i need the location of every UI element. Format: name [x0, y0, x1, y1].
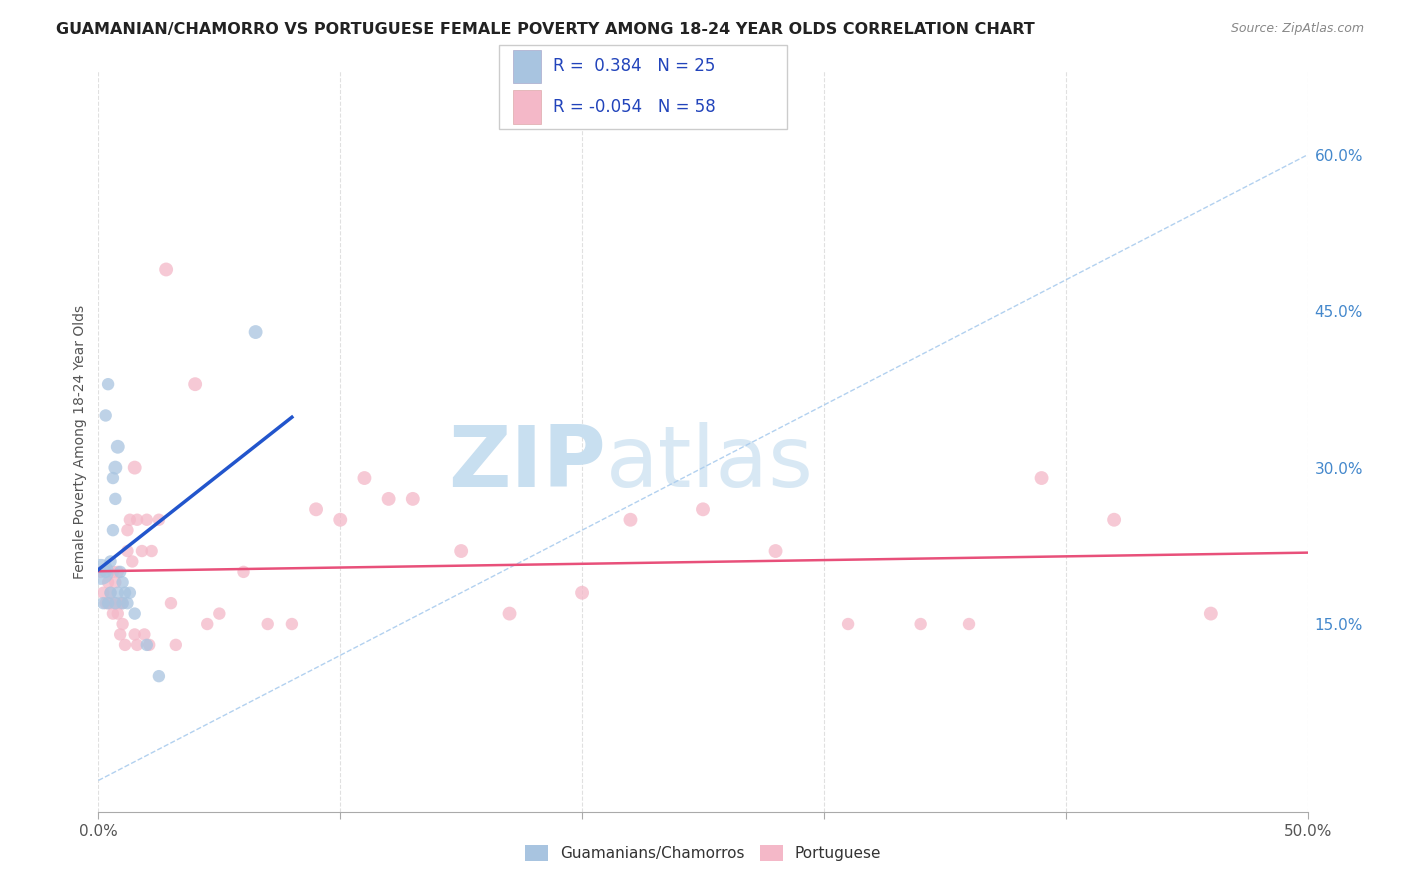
Point — [837, 617, 859, 632]
Point — [90, 565, 112, 579]
Point — [114, 586, 136, 600]
Point — [94, 596, 117, 610]
Point — [141, 544, 163, 558]
Point — [305, 502, 328, 516]
Point — [108, 627, 131, 641]
Point — [450, 544, 472, 558]
Point — [91, 586, 114, 600]
Point — [100, 596, 122, 610]
Point — [135, 513, 157, 527]
Point — [571, 586, 593, 600]
Point — [765, 544, 787, 558]
Point — [184, 377, 207, 392]
Point — [101, 607, 124, 621]
Point — [111, 596, 134, 610]
Point — [111, 575, 134, 590]
Point — [256, 617, 278, 632]
Point — [232, 565, 254, 579]
Point — [498, 607, 520, 621]
Point — [134, 627, 156, 641]
Point — [118, 586, 141, 600]
Text: Source: ZipAtlas.com: Source: ZipAtlas.com — [1230, 22, 1364, 36]
Point — [107, 440, 129, 454]
Point — [104, 491, 127, 506]
Point — [111, 617, 134, 632]
Point — [97, 575, 120, 590]
Point — [1199, 607, 1222, 621]
Point — [101, 471, 124, 485]
Point — [91, 596, 114, 610]
Point — [97, 596, 120, 610]
Point — [101, 523, 124, 537]
Point — [124, 460, 146, 475]
Point — [104, 460, 127, 475]
Point — [135, 638, 157, 652]
Text: R =  0.384   N = 25: R = 0.384 N = 25 — [553, 57, 714, 76]
Point — [97, 596, 120, 610]
Point — [121, 554, 143, 568]
Point — [100, 586, 122, 600]
Point — [692, 502, 714, 516]
Point — [160, 596, 183, 610]
Point — [377, 491, 399, 506]
Point — [108, 596, 131, 610]
Point — [107, 607, 129, 621]
Point — [94, 565, 117, 579]
Point — [101, 565, 124, 579]
Point — [148, 669, 170, 683]
Y-axis label: Female Poverty Among 18-24 Year Olds: Female Poverty Among 18-24 Year Olds — [73, 304, 87, 579]
Text: ZIP: ZIP — [449, 422, 606, 505]
Point — [127, 638, 149, 652]
Point — [910, 617, 932, 632]
Point — [111, 596, 134, 610]
Point — [208, 607, 231, 621]
Point — [117, 596, 139, 610]
Point — [124, 627, 146, 641]
Text: R = -0.054   N = 58: R = -0.054 N = 58 — [553, 98, 716, 116]
Point — [107, 586, 129, 600]
Text: GUAMANIAN/CHAMORRO VS PORTUGUESE FEMALE POVERTY AMONG 18-24 YEAR OLDS CORRELATIO: GUAMANIAN/CHAMORRO VS PORTUGUESE FEMALE … — [56, 22, 1035, 37]
Point — [100, 554, 122, 568]
Point — [117, 544, 139, 558]
Point — [114, 638, 136, 652]
Point — [138, 638, 160, 652]
Legend: Guamanians/Chamorros, Portuguese: Guamanians/Chamorros, Portuguese — [519, 838, 887, 867]
Point — [90, 565, 112, 579]
Point — [107, 565, 129, 579]
Point — [281, 617, 304, 632]
Point — [165, 638, 187, 652]
Point — [97, 377, 120, 392]
Point — [94, 409, 117, 423]
Point — [108, 565, 131, 579]
Point — [329, 513, 352, 527]
Point — [957, 617, 980, 632]
Point — [100, 586, 122, 600]
Point — [104, 596, 127, 610]
Point — [124, 607, 146, 621]
Point — [1031, 471, 1053, 485]
Text: atlas: atlas — [606, 422, 814, 505]
Point — [148, 513, 170, 527]
Point — [195, 617, 218, 632]
Point — [155, 262, 177, 277]
Point — [104, 575, 127, 590]
Point — [131, 544, 153, 558]
Point — [127, 513, 149, 527]
Point — [402, 491, 425, 506]
Point — [245, 325, 267, 339]
Point — [353, 471, 375, 485]
Point — [117, 523, 139, 537]
Point — [1102, 513, 1125, 527]
Point — [104, 596, 127, 610]
Point — [118, 513, 141, 527]
Point — [619, 513, 641, 527]
